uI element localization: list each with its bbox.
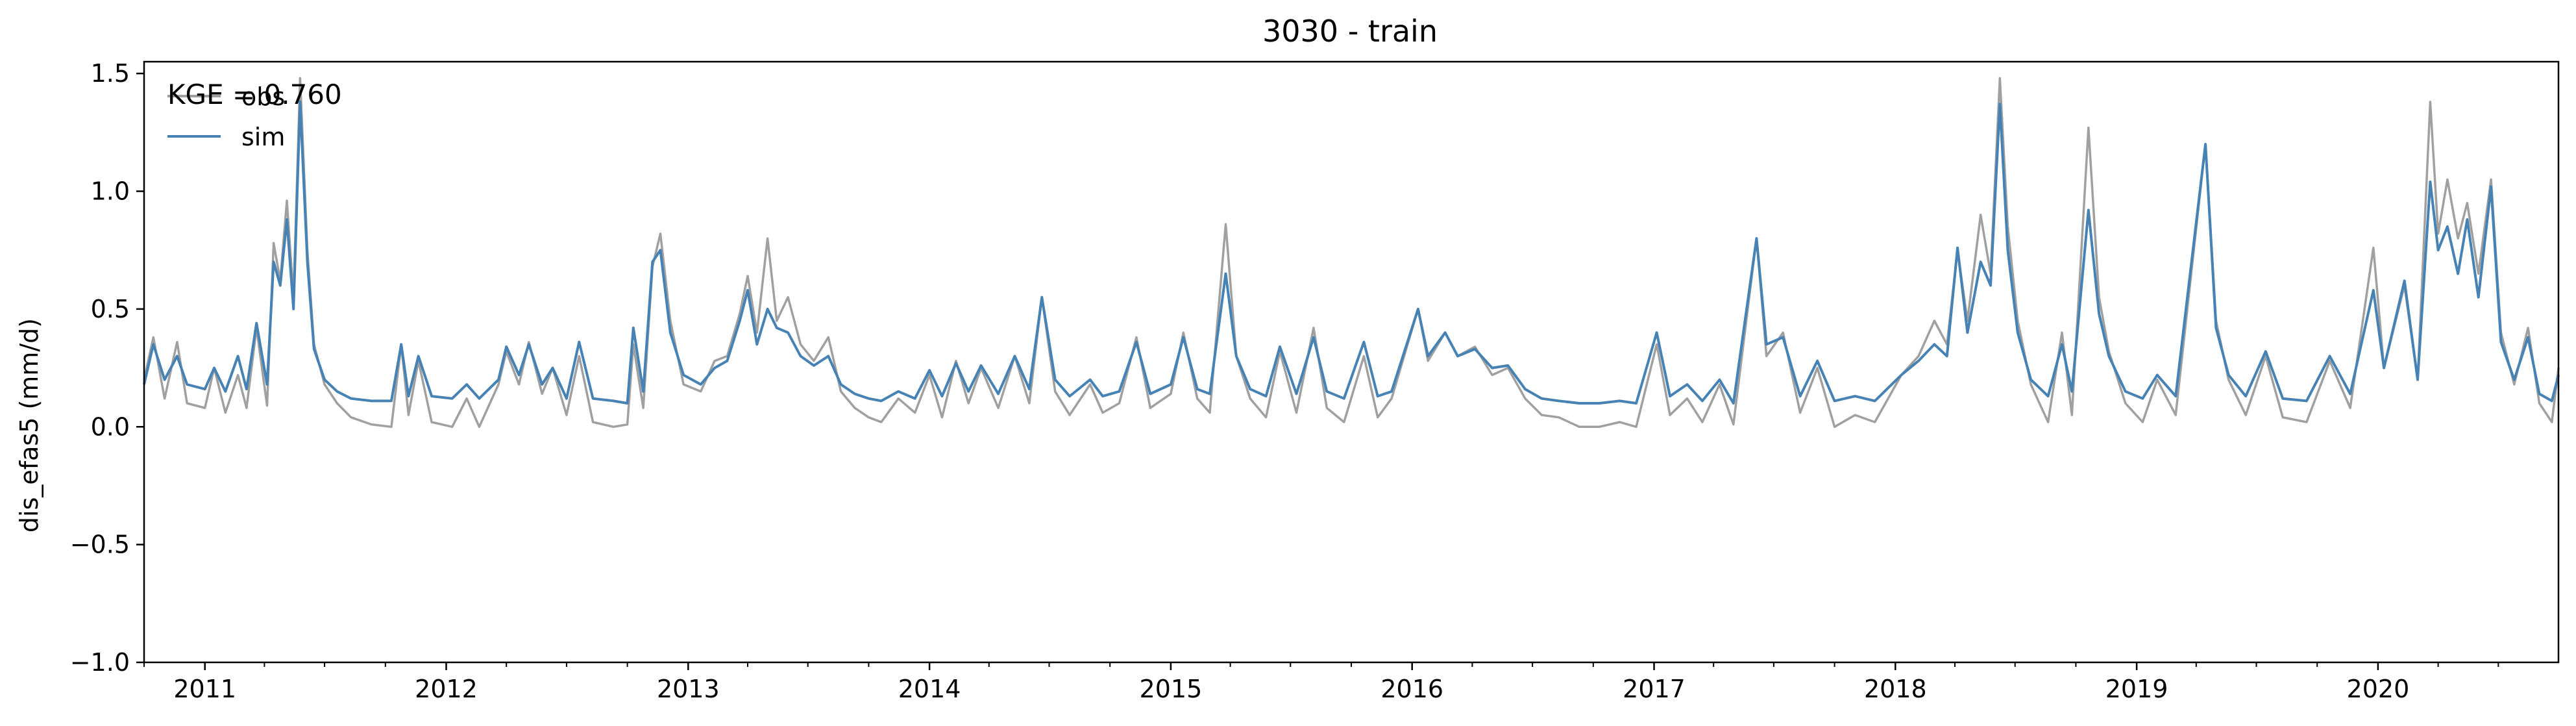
x-tick-label: 2019	[2105, 675, 2168, 703]
series-line-obs	[143, 77, 2560, 429]
obs-series-layer	[143, 77, 2560, 429]
x-tick-label: 2015	[1140, 675, 1203, 703]
legend-label-obs: obs	[241, 82, 285, 111]
y-tick-label: −0.5	[70, 531, 130, 559]
legend: obs sim	[167, 82, 285, 151]
x-tick-label: 2012	[415, 675, 478, 703]
x-tick-label: 2011	[173, 675, 236, 703]
series-line-sim	[143, 100, 2560, 405]
x-tick-label: 2020	[2347, 675, 2410, 703]
y-tick-label: 0.0	[91, 412, 130, 441]
sim-series-layer	[143, 100, 2560, 405]
y-tick-label: 1.5	[91, 59, 130, 88]
y-axis-ticks: −1.0 −0.5 0.0 0.5 1.0 1.5	[70, 59, 144, 677]
legend-label-sim: sim	[241, 123, 285, 151]
x-tick-label: 2014	[898, 675, 961, 703]
x-tick-label: 2017	[1623, 675, 1686, 703]
x-tick-label: 2018	[1864, 675, 1927, 703]
x-tick-label: 2013	[657, 675, 720, 703]
plot-area	[143, 77, 2560, 429]
x-tick-label: 2016	[1380, 675, 1443, 703]
y-tick-label: 0.5	[91, 295, 130, 323]
x-axis-ticks: 2011 2012 2013 2014 2015 2016 2017 2018 2019 2020	[143, 662, 2499, 703]
kge-annotation: KGE = 0.760	[167, 79, 342, 110]
chart-title: 3030 - train	[1262, 14, 1438, 49]
y-tick-label: −1.0	[70, 648, 130, 677]
y-tick-label: 1.0	[91, 177, 130, 206]
y-axis-label: dis_efas5 (mm/d)	[15, 318, 43, 532]
plot-frame	[143, 60, 2560, 664]
